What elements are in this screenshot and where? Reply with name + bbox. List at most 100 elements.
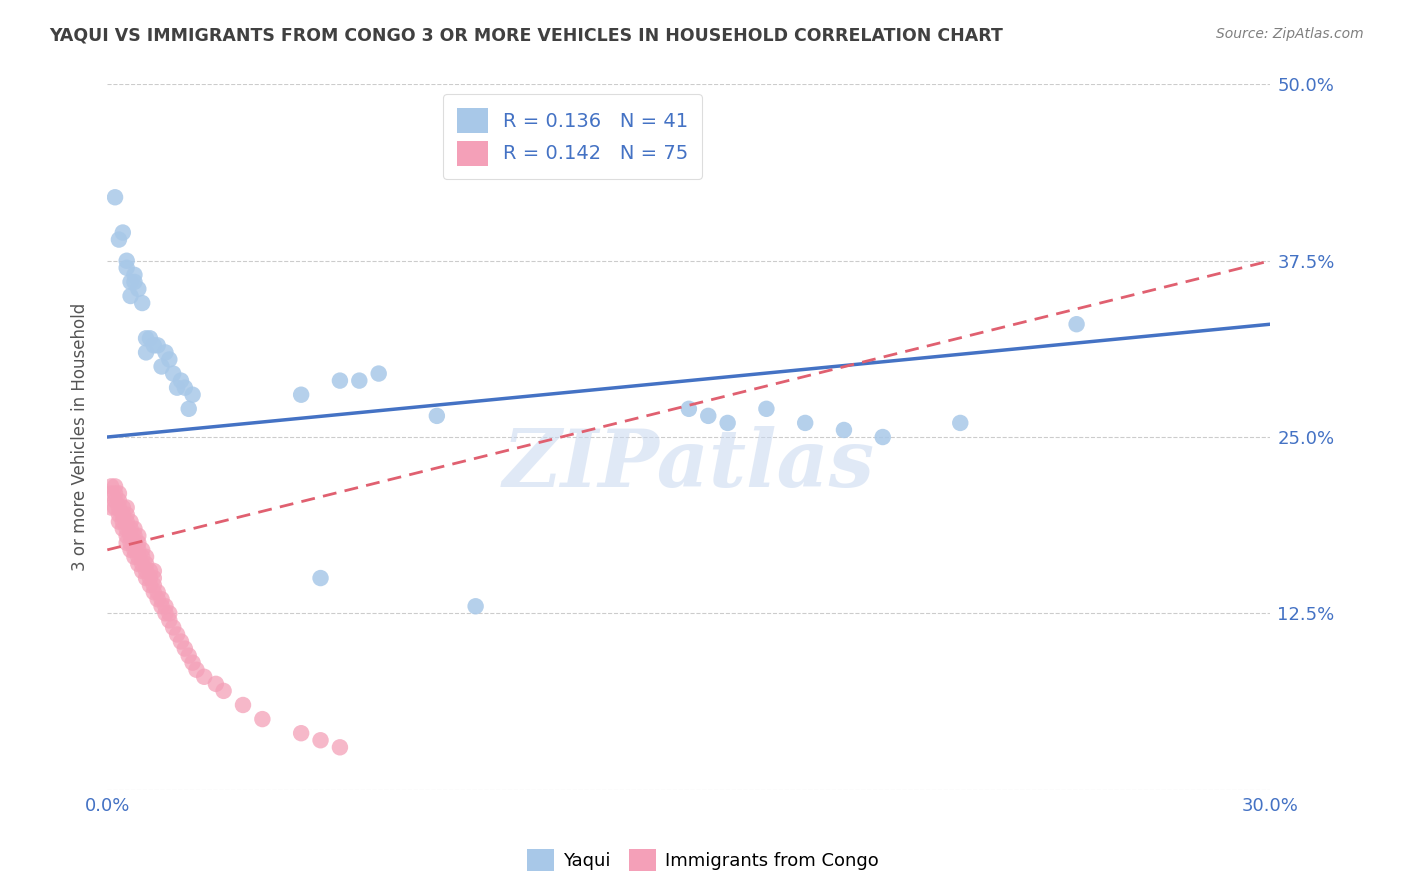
Point <box>127 549 149 564</box>
Point <box>111 508 134 522</box>
Point <box>111 522 134 536</box>
Point <box>124 536 146 550</box>
Point <box>104 486 127 500</box>
Point <box>120 542 142 557</box>
Point <box>131 296 153 310</box>
Point <box>115 508 138 522</box>
Point <box>120 536 142 550</box>
Point <box>108 500 131 515</box>
Point <box>139 331 162 345</box>
Point <box>139 578 162 592</box>
Point <box>290 726 312 740</box>
Point <box>120 522 142 536</box>
Point <box>193 670 215 684</box>
Point <box>309 571 332 585</box>
Point <box>127 542 149 557</box>
Point <box>678 401 700 416</box>
Point <box>166 627 188 641</box>
Point <box>832 423 855 437</box>
Point <box>150 359 173 374</box>
Point <box>104 190 127 204</box>
Point <box>157 607 180 621</box>
Point <box>162 620 184 634</box>
Point <box>155 607 177 621</box>
Point <box>139 571 162 585</box>
Point <box>108 508 131 522</box>
Point <box>124 522 146 536</box>
Point <box>127 529 149 543</box>
Point <box>131 564 153 578</box>
Point <box>155 345 177 359</box>
Point <box>104 500 127 515</box>
Point <box>115 529 138 543</box>
Point <box>205 677 228 691</box>
Point <box>142 564 165 578</box>
Point <box>755 401 778 416</box>
Point <box>464 599 486 614</box>
Point <box>309 733 332 747</box>
Point <box>150 599 173 614</box>
Point <box>135 549 157 564</box>
Y-axis label: 3 or more Vehicles in Household: 3 or more Vehicles in Household <box>72 303 89 571</box>
Point <box>124 275 146 289</box>
Point <box>135 331 157 345</box>
Point <box>181 656 204 670</box>
Point <box>115 500 138 515</box>
Text: Source: ZipAtlas.com: Source: ZipAtlas.com <box>1216 27 1364 41</box>
Point <box>111 226 134 240</box>
Point <box>115 253 138 268</box>
Point <box>949 416 972 430</box>
Point <box>127 557 149 571</box>
Point <box>115 536 138 550</box>
Point <box>1066 317 1088 331</box>
Point <box>186 663 208 677</box>
Point <box>115 522 138 536</box>
Point <box>108 493 131 508</box>
Point <box>142 571 165 585</box>
Point <box>124 542 146 557</box>
Point <box>120 275 142 289</box>
Point <box>135 571 157 585</box>
Point <box>104 479 127 493</box>
Point <box>135 557 157 571</box>
Point <box>146 592 169 607</box>
Point <box>872 430 894 444</box>
Point <box>108 515 131 529</box>
Point <box>127 282 149 296</box>
Point <box>426 409 449 423</box>
Point <box>108 233 131 247</box>
Point <box>252 712 274 726</box>
Point <box>166 381 188 395</box>
Point <box>124 268 146 282</box>
Point <box>120 515 142 529</box>
Point <box>142 585 165 599</box>
Point <box>100 479 122 493</box>
Point <box>170 634 193 648</box>
Point <box>150 592 173 607</box>
Point <box>135 564 157 578</box>
Point <box>290 388 312 402</box>
Point <box>108 486 131 500</box>
Point <box>120 289 142 303</box>
Point <box>139 564 162 578</box>
Point <box>181 388 204 402</box>
Point <box>157 352 180 367</box>
Point <box>127 536 149 550</box>
Point <box>173 381 195 395</box>
Point <box>124 529 146 543</box>
Point <box>131 549 153 564</box>
Point <box>115 515 138 529</box>
Point <box>131 542 153 557</box>
Point <box>155 599 177 614</box>
Point <box>111 515 134 529</box>
Point <box>124 549 146 564</box>
Point <box>120 529 142 543</box>
Point <box>177 401 200 416</box>
Point <box>717 416 740 430</box>
Point <box>212 684 235 698</box>
Point <box>367 367 389 381</box>
Point <box>170 374 193 388</box>
Point <box>135 345 157 359</box>
Point <box>173 641 195 656</box>
Point <box>100 500 122 515</box>
